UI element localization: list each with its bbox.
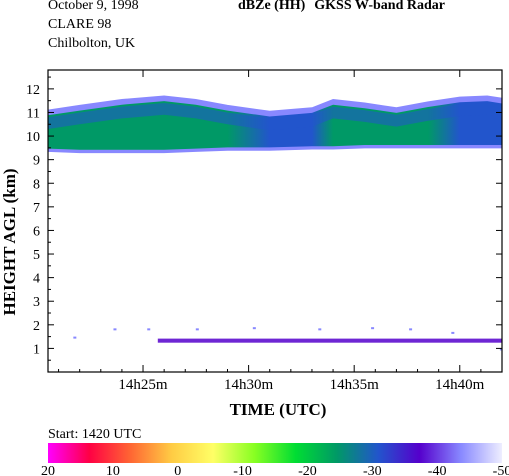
y-tick-label: 9 <box>33 154 40 169</box>
x-tick-label: 14h35m <box>330 377 380 393</box>
low-return-speck <box>371 327 375 330</box>
y-tick-label: 10 <box>26 130 40 145</box>
y-tick-label: 1 <box>33 342 40 357</box>
x-tick-label: 14h25m <box>118 377 168 393</box>
colorbar-tick-label: -40 <box>428 464 447 476</box>
y-tick-label: 6 <box>33 224 40 239</box>
product-label: dBZe (HH) <box>238 0 306 13</box>
instrument-label: GKSS W-band Radar <box>314 0 445 13</box>
y-tick-label: 7 <box>33 201 40 216</box>
low-return-speck <box>73 336 77 339</box>
cloud-upper-band <box>48 103 502 131</box>
y-tick-label: 3 <box>33 295 40 310</box>
y-tick-label: 11 <box>27 106 40 121</box>
low-return-speck <box>318 328 322 331</box>
low-returns <box>73 327 502 351</box>
x-tick-label: 14h40m <box>435 377 485 393</box>
low-return-speck <box>147 328 151 331</box>
colorbar-tick-label: -50 <box>493 464 509 476</box>
date-label: October 9, 1998 <box>48 0 139 13</box>
plot-frame <box>47 69 503 373</box>
plot-area <box>48 95 502 351</box>
y-tick-label: 4 <box>33 272 40 287</box>
low-return-speck <box>252 327 256 330</box>
chart-title: dBZe (HH) GKSS W-band Radar <box>238 0 454 14</box>
colorbar-tick-label: 0 <box>174 464 181 476</box>
colorbar-ticks: 20 10 0 -10 -20 -30 -40 -50 <box>41 464 509 476</box>
x-axis: 14h25m 14h30m 14h35m 14h40m <box>58 70 503 393</box>
y-axis-label: HEIGHT AGL (km) <box>0 168 19 315</box>
start-label: Start: 1420 UTC <box>48 427 141 442</box>
y-tick-label: 5 <box>33 248 40 263</box>
colorbar-tick-label: -30 <box>363 464 382 476</box>
colorbar-tick-label: 10 <box>106 464 120 476</box>
colorbar-tick-label: -20 <box>298 464 317 476</box>
x-tick-label: 14h30m <box>224 377 274 393</box>
cloud-layer <box>48 95 502 154</box>
low-returns-band <box>157 338 502 343</box>
colorbar-tick-label: -10 <box>233 464 252 476</box>
low-return-speck <box>195 328 199 331</box>
colorbar <box>48 443 502 463</box>
y-tick-label: 8 <box>33 177 40 192</box>
y-tick-label: 12 <box>26 83 40 98</box>
colorbar-tick-label: 20 <box>41 464 55 476</box>
low-return-speck <box>113 328 117 331</box>
low-return-speck <box>451 331 455 334</box>
site-label: Chilbolton, UK <box>48 36 136 51</box>
y-tick-label: 2 <box>33 319 40 334</box>
low-return-speck <box>499 348 502 351</box>
low-return-speck <box>409 328 413 331</box>
campaign-label: CLARE 98 <box>48 17 112 32</box>
x-axis-label: TIME (UTC) <box>230 400 327 419</box>
